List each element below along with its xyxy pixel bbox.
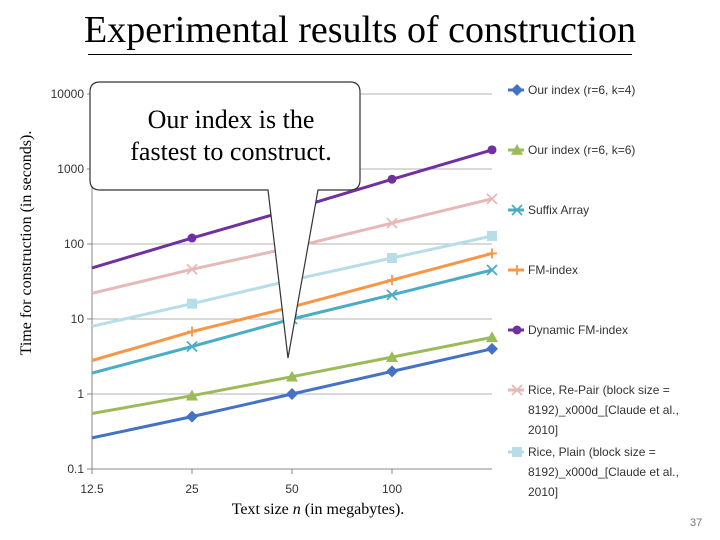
x-tick-label: 25 <box>185 482 199 496</box>
x-tick-label: 12.5 <box>80 482 104 496</box>
x-axis-title-suffix: (in megabytes). <box>300 501 405 518</box>
callout-text: Our index is the fastest to construct. <box>96 104 366 168</box>
title-underline <box>88 54 632 55</box>
y-tick-label: 1000 <box>57 162 84 176</box>
legend-swatch <box>508 447 524 457</box>
data-point <box>486 264 498 276</box>
callout-bubble <box>89 81 361 359</box>
data-point <box>487 145 497 155</box>
legend-item: Rice, Re-Pair (block size = 8192)_x000d_… <box>508 380 688 440</box>
x-axis-title-prefix: Text size <box>231 501 293 518</box>
legend-swatch <box>508 144 524 155</box>
legend-item: Rice, Plain (block size = 8192)_x000d_[C… <box>508 442 688 502</box>
data-point <box>387 275 397 286</box>
callout-bubble-shape <box>89 81 361 359</box>
legend-swatch-marker <box>511 144 523 155</box>
data-point <box>486 193 498 205</box>
data-point <box>286 388 298 400</box>
legend-swatch <box>508 265 524 275</box>
data-point <box>386 289 398 301</box>
data-point <box>286 370 298 382</box>
legend-swatch <box>508 325 524 335</box>
data-point <box>386 217 398 229</box>
data-point <box>387 253 397 264</box>
legend-swatch-marker <box>511 384 523 396</box>
data-point <box>486 342 498 355</box>
legend-label: Our index (r=6, k=6) <box>528 143 636 157</box>
legend-swatch-marker <box>512 265 522 275</box>
series-1 <box>91 342 498 440</box>
y-tick-label: 10 <box>71 312 85 326</box>
legend-swatch <box>508 384 524 396</box>
legend-swatch-marker <box>512 447 522 457</box>
legend-swatch-marker <box>511 204 523 216</box>
data-point <box>387 174 397 184</box>
data-point <box>187 298 197 309</box>
legend-item: FM-index <box>508 260 688 280</box>
x-axis-title: Text size n (in megabytes). <box>232 501 405 519</box>
data-point <box>386 351 398 362</box>
legend-item: Dynamic FM-index <box>508 320 688 340</box>
y-tick-label: 100 <box>64 237 84 251</box>
y-tick-label: 10000 <box>51 87 85 101</box>
legend-label: Rice, Plain (block size = 8192)_x000d_[C… <box>528 445 679 499</box>
x-tick-label: 50 <box>285 482 299 496</box>
data-point <box>186 340 198 353</box>
legend-item: Our index (r=6, k=4) <box>508 80 688 100</box>
data-point <box>487 230 497 241</box>
tick-labels: 0.1 1 10 100 1000 10000 12.5 25 50 100 <box>51 87 403 496</box>
data-point <box>486 331 498 343</box>
data-point <box>186 389 198 401</box>
data-point <box>187 233 197 243</box>
x-tick-label: 100 <box>382 482 402 496</box>
series-2 <box>91 331 498 415</box>
data-point <box>386 365 398 378</box>
axes <box>87 93 492 474</box>
legend-item: Our index (r=6, k=6) <box>508 140 688 160</box>
legend-label: Rice, Re-Pair (block size = 8192)_x000d_… <box>528 383 679 437</box>
legend-label: Our index (r=6, k=4) <box>528 83 636 97</box>
data-point <box>187 326 197 337</box>
data-point <box>487 248 497 259</box>
data-point <box>186 410 198 423</box>
slide-number: 37 <box>690 517 703 529</box>
callout-line-1: Our index is the <box>147 105 315 134</box>
legend-swatch-marker <box>512 325 522 335</box>
callout-line-2: fastest to construct. <box>130 137 332 166</box>
legend-label: Suffix Array <box>528 203 590 217</box>
legend-swatch <box>508 204 524 216</box>
legend-label: FM-index <box>528 263 579 277</box>
legend-label: Dynamic FM-index <box>528 323 629 337</box>
data-point <box>186 263 198 275</box>
x-axis-title-var: n <box>292 501 301 518</box>
legend-swatch-marker <box>511 84 523 96</box>
legend-swatch <box>508 84 524 96</box>
y-tick-label: 1 <box>77 387 84 401</box>
legend-item: Suffix Array <box>508 200 688 220</box>
y-tick-label: 0.1 <box>67 462 84 476</box>
slide-title: Experimental results of construction <box>84 9 636 51</box>
